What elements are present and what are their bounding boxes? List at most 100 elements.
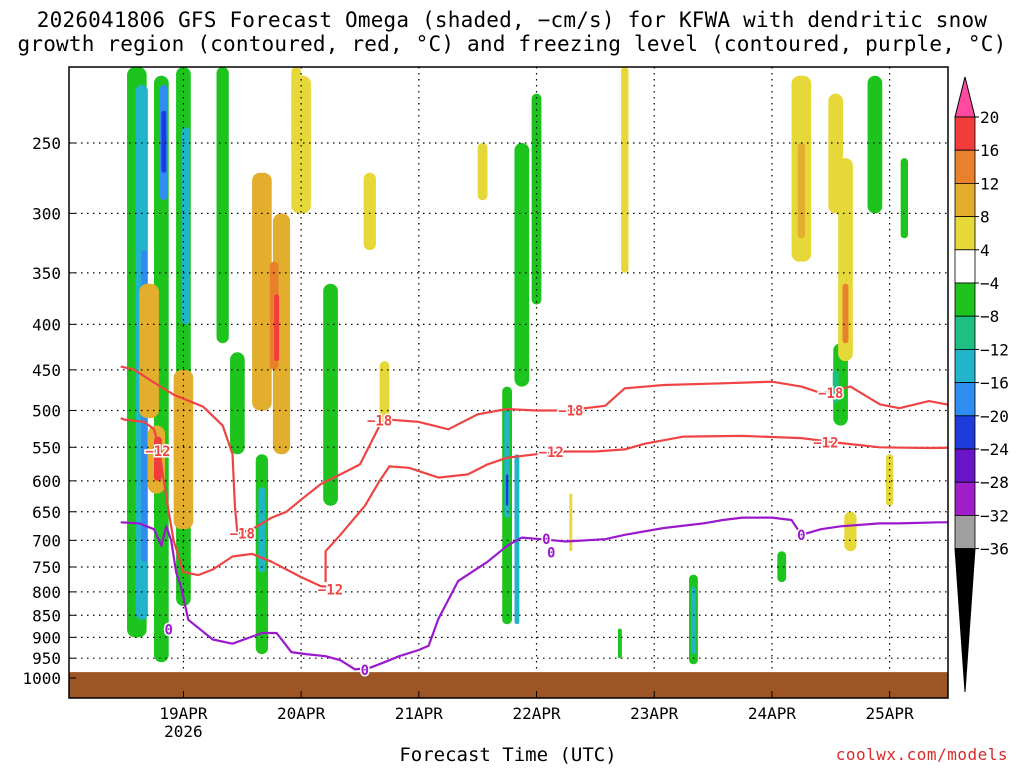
omega-cell	[514, 143, 530, 387]
colorbar-segment	[954, 515, 976, 550]
contour-label: 0	[797, 528, 805, 544]
omega-cell	[885, 454, 894, 506]
y-tick-label: 900	[32, 628, 61, 647]
y-tick-label: 750	[32, 558, 61, 577]
omega-cell	[291, 75, 311, 214]
omega-cell	[833, 343, 848, 426]
omega-cell	[617, 628, 622, 659]
colorbar-label: 8	[980, 208, 990, 227]
colorbar-segment	[954, 149, 976, 184]
colorbar-label: −28	[980, 473, 1009, 492]
colorbar-label: 12	[980, 174, 999, 193]
y-tick-label: 600	[32, 472, 61, 491]
y-tick-label: 500	[32, 402, 61, 421]
y-axis: 250 300 350 400 450 500 550 600 650 700 750 800 850 9…	[22, 134, 76, 688]
omega-cell	[569, 493, 573, 552]
contour-label: 0	[361, 663, 369, 679]
colorbar-top-arrow	[954, 76, 976, 118]
colorbar: 20 16 12 8 4 −4 −8 −12 −16 −20 −24 −28 −32 −36	[954, 76, 1009, 693]
x-axis-label: Forecast Time (UTC)	[399, 744, 617, 766]
omega-cell	[363, 172, 376, 251]
chart-title: 2026041806 GFS Forecast Omega (shaded, −…	[0, 8, 1024, 56]
contour-label: 0	[542, 532, 550, 548]
colorbar-label: −12	[980, 340, 1009, 359]
omega-cell	[621, 67, 629, 273]
colorbar-label: 4	[980, 241, 990, 260]
title-line-1: 2026041806 GFS Forecast Omega (shaded, −…	[36, 8, 988, 32]
colorbar-label: −8	[980, 307, 999, 326]
omega-cell	[258, 487, 266, 573]
colorbar-label: −32	[980, 506, 1009, 525]
colorbar-bottom-arrow	[954, 548, 976, 693]
y-tick-label: 950	[32, 649, 61, 668]
omega-cell	[838, 158, 853, 362]
contour-label: −12	[145, 444, 170, 460]
colorbar-segment	[954, 481, 976, 516]
omega-shading	[127, 67, 909, 665]
colorbar-segment	[954, 348, 976, 383]
omega-cell	[274, 294, 280, 362]
y-tick-label: 650	[32, 503, 61, 522]
credit-text: coolwx.com/models	[835, 745, 1008, 764]
omega-cell	[842, 283, 849, 344]
omega-cell	[181, 127, 190, 325]
plot-frame	[68, 66, 949, 699]
contour-label: −18	[818, 386, 843, 402]
omega-cell	[173, 369, 194, 530]
colorbar-label: 20	[980, 108, 999, 127]
y-tick-label: 450	[32, 361, 61, 380]
x-tick-label: 19APR	[159, 704, 208, 723]
y-tick-label: 800	[32, 583, 61, 602]
contour-line	[324, 434, 948, 583]
contour-label: −12	[318, 582, 343, 598]
y-tick-label: 300	[32, 204, 61, 223]
y-tick-label: 850	[32, 606, 61, 625]
x-year-label: 2026	[164, 722, 203, 741]
x-tick-label: 21APR	[395, 704, 444, 723]
x-tick-label: 23APR	[630, 704, 679, 723]
colorbar-segment	[954, 315, 976, 350]
grid	[69, 67, 948, 698]
y-tick-label: 250	[32, 134, 61, 153]
x-tick-label: 24APR	[748, 704, 797, 723]
omega-cell	[216, 67, 229, 344]
omega-cell	[505, 474, 509, 506]
contour-label: −12	[813, 435, 838, 451]
x-axis: 19APR 20APR 21APR 22APR 23APR 24APR 25APR 2026	[159, 691, 914, 741]
contour-label: −18	[367, 413, 392, 429]
contour-line	[120, 417, 331, 589]
omega-cell	[139, 283, 159, 419]
colorbar-segment	[954, 415, 976, 450]
omega-cell	[379, 361, 390, 426]
colorbar-segment	[954, 448, 976, 483]
y-tick-label: 400	[32, 315, 61, 334]
omega-cell	[777, 551, 787, 583]
colorbar-segment	[954, 216, 976, 251]
colorbar-label: −4	[980, 274, 999, 293]
omega-cell	[867, 75, 883, 214]
omega-cell	[844, 511, 857, 552]
colorbar-label: −24	[980, 440, 1009, 459]
colorbar-segment	[954, 116, 976, 151]
omega-cell	[161, 110, 167, 173]
omega-cell	[323, 283, 338, 506]
y-tick-label: 1000	[22, 669, 61, 688]
colorbar-segment	[954, 282, 976, 317]
colorbar-segment	[954, 382, 976, 417]
contour-label: 0	[164, 623, 172, 639]
ground-layer	[69, 672, 948, 698]
contour-label: −12	[539, 445, 564, 461]
x-tick-label: 25APR	[866, 704, 915, 723]
omega-cell	[797, 143, 806, 239]
omega-cell	[477, 143, 488, 201]
omega-cell	[504, 410, 510, 518]
colorbar-segment	[954, 249, 976, 284]
ground-fill	[69, 672, 948, 698]
contour-label: −18	[230, 527, 255, 543]
contour-label: −18	[558, 404, 583, 420]
colorbar-label: −36	[980, 540, 1009, 559]
y-tick-label: 350	[32, 264, 61, 283]
colorbar-label: −20	[980, 407, 1009, 426]
